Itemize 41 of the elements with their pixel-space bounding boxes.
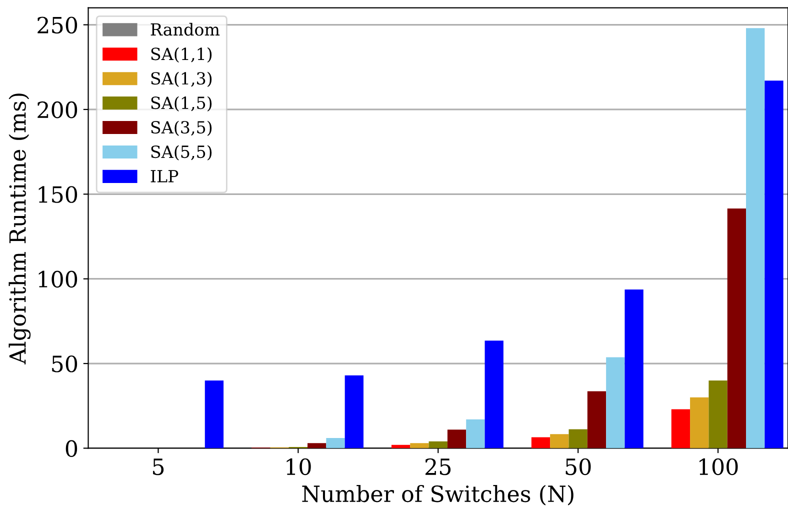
legend-label: SA(1,5) [151,96,212,112]
y-tick-label: 250 [38,16,78,34]
x-tick-label: 5 [153,458,164,476]
bar [764,80,784,448]
legend-label: SA(1,1) [151,47,212,63]
x-tick-label: 50 [566,458,591,476]
bar [410,443,429,448]
y-axis-title: Algorithm Runtime (ms) [8,94,31,364]
x-tick-label: 10 [286,458,311,476]
bar [466,419,485,448]
bar [727,208,746,448]
legend-label: Random [150,22,220,36]
bar [690,397,709,448]
bar [587,391,606,448]
bar [606,357,625,448]
y-tick-label: 200 [38,101,78,118]
bar [204,380,224,448]
legend-label: SA(3,5) [151,120,212,136]
y-tick-label: 50 [52,355,78,372]
y-tick-label: 100 [38,270,78,288]
bar [428,441,448,448]
bar [708,380,728,448]
bar [624,290,644,448]
bar [746,28,765,448]
x-tick-label: 100 [700,458,738,476]
bar [550,434,569,448]
x-tick-label: 25 [425,458,451,476]
bar [447,430,466,448]
bar [531,437,550,448]
y-tick-label: 0 [66,440,78,457]
bar [484,340,504,448]
legend-label: ILP [150,170,178,182]
x-axis-title: Number of Switches (N) [302,484,574,506]
bar [671,409,690,448]
legend-label: SA(1,3) [151,72,212,88]
bar [308,443,326,448]
bar [344,375,364,448]
bar [326,438,345,448]
bar [568,429,588,448]
legend-label: SA(5,5) [151,145,212,160]
y-tick-label: 150 [38,186,78,203]
